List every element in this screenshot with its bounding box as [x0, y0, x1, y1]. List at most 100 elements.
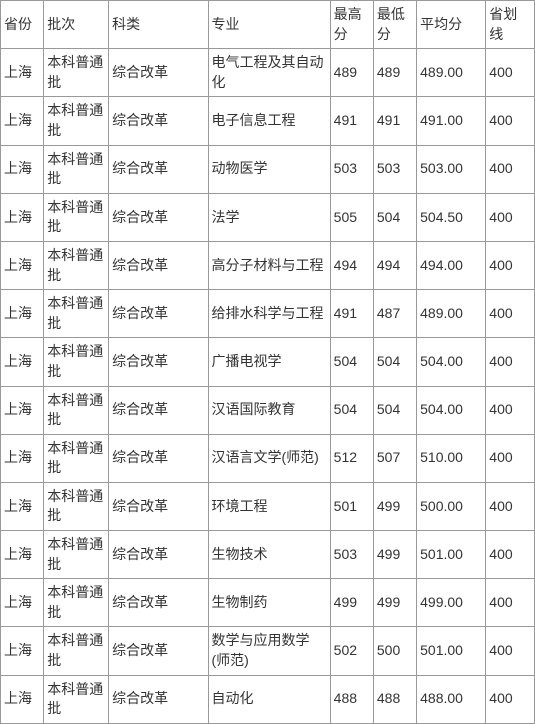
cell-batch: 本科普通批	[44, 97, 109, 145]
cell-line: 400	[486, 241, 535, 289]
table-body: 上海本科普通批综合改革电气工程及其自动化489489489.00400上海本科普…	[1, 49, 535, 724]
cell-min: 504	[373, 338, 416, 386]
cell-avg: 504.50	[417, 193, 486, 241]
cell-major: 电子信息工程	[208, 97, 330, 145]
cell-province: 上海	[1, 675, 44, 723]
cell-min: 504	[373, 193, 416, 241]
cell-subject: 综合改革	[109, 482, 208, 530]
cell-batch: 本科普通批	[44, 290, 109, 338]
cell-batch: 本科普通批	[44, 482, 109, 530]
cell-min: 488	[373, 675, 416, 723]
table-row: 上海本科普通批综合改革动物医学503503503.00400	[1, 145, 535, 193]
cell-min: 489	[373, 49, 416, 97]
cell-max: 502	[330, 627, 373, 675]
cell-max: 491	[330, 97, 373, 145]
cell-batch: 本科普通批	[44, 579, 109, 627]
cell-line: 400	[486, 579, 535, 627]
cell-subject: 综合改革	[109, 675, 208, 723]
cell-major: 自动化	[208, 675, 330, 723]
cell-batch: 本科普通批	[44, 49, 109, 97]
cell-province: 上海	[1, 386, 44, 434]
cell-avg: 510.00	[417, 434, 486, 482]
cell-line: 400	[486, 434, 535, 482]
cell-max: 504	[330, 386, 373, 434]
cell-province: 上海	[1, 145, 44, 193]
cell-batch: 本科普通批	[44, 193, 109, 241]
cell-max: 494	[330, 241, 373, 289]
col-header-batch: 批次	[44, 1, 109, 49]
cell-subject: 综合改革	[109, 579, 208, 627]
cell-major: 数学与应用数学(师范)	[208, 627, 330, 675]
col-header-line: 省划线	[486, 1, 535, 49]
cell-line: 400	[486, 531, 535, 579]
cell-avg: 491.00	[417, 97, 486, 145]
cell-line: 400	[486, 145, 535, 193]
cell-subject: 综合改革	[109, 434, 208, 482]
cell-avg: 503.00	[417, 145, 486, 193]
cell-avg: 489.00	[417, 290, 486, 338]
cell-major: 汉语言文学(师范)	[208, 434, 330, 482]
cell-province: 上海	[1, 290, 44, 338]
cell-avg: 489.00	[417, 49, 486, 97]
cell-min: 491	[373, 97, 416, 145]
cell-major: 高分子材料与工程	[208, 241, 330, 289]
cell-max: 503	[330, 145, 373, 193]
cell-major: 生物技术	[208, 531, 330, 579]
table-row: 上海本科普通批综合改革电气工程及其自动化489489489.00400	[1, 49, 535, 97]
cell-line: 400	[486, 627, 535, 675]
col-header-max: 最高分	[330, 1, 373, 49]
cell-batch: 本科普通批	[44, 675, 109, 723]
cell-subject: 综合改革	[109, 338, 208, 386]
table-row: 上海本科普通批综合改革生物制药499499499.00400	[1, 579, 535, 627]
cell-province: 上海	[1, 193, 44, 241]
cell-province: 上海	[1, 49, 44, 97]
cell-province: 上海	[1, 531, 44, 579]
cell-avg: 504.00	[417, 386, 486, 434]
cell-max: 488	[330, 675, 373, 723]
cell-min: 503	[373, 145, 416, 193]
cell-province: 上海	[1, 482, 44, 530]
cell-avg: 500.00	[417, 482, 486, 530]
cell-max: 499	[330, 579, 373, 627]
cell-max: 503	[330, 531, 373, 579]
table-row: 上海本科普通批综合改革汉语国际教育504504504.00400	[1, 386, 535, 434]
table-header: 省份批次科类专业最高分最低分平均分省划线	[1, 1, 535, 49]
cell-avg: 488.00	[417, 675, 486, 723]
table-row: 上海本科普通批综合改革高分子材料与工程494494494.00400	[1, 241, 535, 289]
cell-line: 400	[486, 386, 535, 434]
cell-min: 499	[373, 482, 416, 530]
cell-avg: 501.00	[417, 531, 486, 579]
cell-min: 499	[373, 531, 416, 579]
cell-avg: 504.00	[417, 338, 486, 386]
col-header-min: 最低分	[373, 1, 416, 49]
cell-max: 489	[330, 49, 373, 97]
col-header-province: 省份	[1, 1, 44, 49]
cell-max: 504	[330, 338, 373, 386]
cell-major: 环境工程	[208, 482, 330, 530]
cell-line: 400	[486, 97, 535, 145]
cell-line: 400	[486, 482, 535, 530]
table-row: 上海本科普通批综合改革自动化488488488.00400	[1, 675, 535, 723]
cell-subject: 综合改革	[109, 193, 208, 241]
cell-line: 400	[486, 338, 535, 386]
table-row: 上海本科普通批综合改革广播电视学504504504.00400	[1, 338, 535, 386]
table-row: 上海本科普通批综合改革数学与应用数学(师范)502500501.00400	[1, 627, 535, 675]
cell-major: 法学	[208, 193, 330, 241]
cell-min: 504	[373, 386, 416, 434]
cell-min: 499	[373, 579, 416, 627]
cell-batch: 本科普通批	[44, 241, 109, 289]
table-row: 上海本科普通批综合改革给排水科学与工程491487489.00400	[1, 290, 535, 338]
cell-major: 汉语国际教育	[208, 386, 330, 434]
col-header-subject: 科类	[109, 1, 208, 49]
cell-batch: 本科普通批	[44, 531, 109, 579]
cell-avg: 499.00	[417, 579, 486, 627]
cell-major: 给排水科学与工程	[208, 290, 330, 338]
table-row: 上海本科普通批综合改革法学505504504.50400	[1, 193, 535, 241]
cell-subject: 综合改革	[109, 241, 208, 289]
cell-province: 上海	[1, 627, 44, 675]
cell-subject: 综合改革	[109, 97, 208, 145]
admission-scores-table: 省份批次科类专业最高分最低分平均分省划线 上海本科普通批综合改革电气工程及其自动…	[0, 0, 535, 724]
cell-line: 400	[486, 675, 535, 723]
cell-max: 491	[330, 290, 373, 338]
cell-subject: 综合改革	[109, 290, 208, 338]
